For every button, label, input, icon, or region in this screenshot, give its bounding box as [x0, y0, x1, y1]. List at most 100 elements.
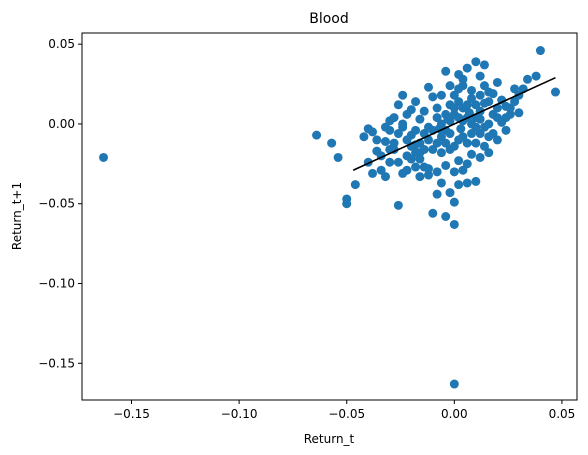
data-point	[424, 164, 433, 174]
data-point	[419, 106, 429, 116]
data-point	[441, 138, 451, 148]
data-point	[368, 168, 378, 178]
data-point	[479, 122, 489, 132]
data-point	[454, 135, 464, 145]
data-point	[350, 180, 360, 190]
data-point	[449, 219, 459, 229]
data-point	[462, 100, 472, 110]
data-point	[488, 89, 498, 99]
data-point	[479, 81, 489, 91]
data-point	[550, 87, 560, 97]
data-point	[428, 92, 438, 102]
data-point	[424, 122, 433, 132]
data-point	[462, 178, 472, 188]
data-point	[428, 144, 438, 154]
data-point	[380, 137, 390, 147]
data-point	[398, 90, 408, 100]
data-point	[99, 152, 109, 162]
data-point	[432, 113, 442, 123]
data-point	[411, 162, 421, 172]
data-point	[471, 122, 481, 132]
data-point	[523, 74, 532, 84]
data-point	[327, 138, 337, 148]
fit-line	[352, 76, 556, 171]
data-point	[456, 124, 466, 134]
data-point	[497, 95, 507, 105]
data-point	[393, 200, 403, 210]
data-point	[411, 148, 421, 158]
data-point	[443, 114, 453, 124]
y-tick-label: 0.05	[48, 37, 75, 51]
data-point	[445, 188, 455, 198]
data-point	[501, 101, 511, 111]
data-point	[475, 90, 485, 100]
data-point	[424, 82, 433, 92]
data-point	[432, 167, 442, 177]
data-point	[398, 168, 408, 178]
data-point	[454, 156, 464, 166]
data-point	[406, 154, 416, 164]
data-point	[376, 165, 386, 175]
data-point	[441, 212, 451, 221]
data-point	[393, 129, 403, 139]
data-point	[380, 122, 390, 132]
x-tick-label: −0.10	[221, 407, 258, 421]
data-point	[449, 103, 459, 113]
data-point	[424, 170, 433, 180]
y-tick-label: −0.15	[38, 356, 75, 370]
data-point	[432, 138, 442, 148]
y-tick-label: −0.10	[38, 277, 75, 291]
data-point	[505, 109, 515, 119]
data-point	[441, 66, 451, 76]
data-point	[445, 129, 455, 139]
y-tick-label: 0.00	[48, 117, 75, 131]
data-point	[312, 130, 322, 140]
data-point	[471, 100, 481, 110]
data-point	[342, 199, 352, 209]
data-point	[402, 135, 412, 145]
data-point	[436, 90, 446, 100]
data-point	[531, 71, 541, 81]
data-point	[501, 125, 511, 135]
data-point	[467, 93, 477, 103]
data-point	[415, 172, 425, 182]
data-point	[415, 154, 425, 164]
data-point	[454, 97, 464, 107]
data-point	[372, 135, 382, 145]
data-point	[449, 167, 459, 177]
data-point	[445, 144, 455, 154]
data-point	[479, 60, 489, 70]
data-point	[436, 178, 446, 188]
data-point	[475, 152, 485, 162]
data-point	[484, 97, 494, 107]
data-point	[393, 100, 403, 110]
x-tick-label: 0.00	[441, 407, 468, 421]
data-point	[445, 81, 455, 91]
data-point	[458, 74, 468, 84]
data-point	[428, 208, 438, 218]
data-point	[441, 160, 451, 170]
chart-title: Blood	[309, 11, 349, 27]
data-point	[432, 103, 442, 113]
data-point	[464, 108, 474, 118]
data-point	[449, 197, 459, 207]
data-point	[454, 180, 464, 190]
x-axis-label: Return_t	[304, 432, 355, 446]
data-point	[385, 116, 395, 126]
data-point	[368, 127, 378, 137]
data-point	[333, 152, 343, 162]
y-axis-label: Return_t+1	[10, 182, 24, 250]
data-point	[393, 157, 403, 167]
data-point	[402, 109, 412, 119]
data-point	[471, 176, 481, 186]
data-point	[471, 138, 481, 148]
data-point	[419, 129, 429, 139]
data-point	[467, 129, 477, 139]
data-point	[415, 114, 425, 124]
data-point	[449, 379, 459, 389]
data-point	[398, 119, 408, 129]
data-point	[514, 108, 524, 118]
data-point	[385, 157, 395, 167]
data-point	[411, 125, 421, 135]
